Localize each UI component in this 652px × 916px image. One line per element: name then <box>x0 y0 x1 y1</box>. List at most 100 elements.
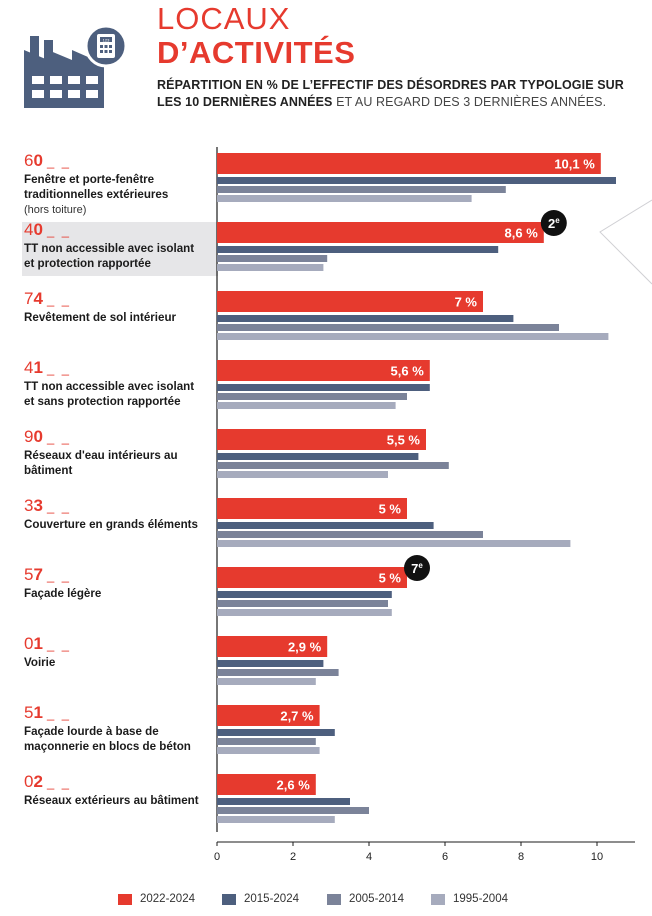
category-code-bold: 0 <box>33 151 43 170</box>
category-code: 74 _ _ <box>24 290 71 309</box>
highlight-background <box>22 222 218 276</box>
category-code-dashes: _ _ <box>46 568 72 583</box>
legend-swatch <box>222 893 236 905</box>
bar-2022-2024 <box>217 636 328 657</box>
bar-2015-2024 <box>217 453 419 460</box>
category-code-dashes: _ _ <box>46 223 72 238</box>
subtitle-bold-part: RÉPARTITION EN % DE L’EFFECTIF DES DÉSOR… <box>157 78 624 109</box>
x-tick-label: 8 <box>518 851 524 863</box>
category-code-prefix: 7 <box>24 289 34 308</box>
bar-2022-2024 <box>217 567 407 588</box>
bar-2005-2014 <box>217 186 506 193</box>
category-code-dashes: _ _ <box>46 637 72 652</box>
bar-2005-2014 <box>217 669 339 676</box>
bar-2022-2024 <box>217 291 483 312</box>
category-label: Façade lourde à base de maçonnerie en bl… <box>24 725 191 753</box>
bar-2015-2024 <box>217 591 392 598</box>
category-code-prefix: 9 <box>24 427 34 446</box>
bar-2022-2024 <box>217 153 601 174</box>
bar-2005-2014 <box>217 255 328 262</box>
category-code-prefix: 0 <box>24 634 34 653</box>
category-code-prefix: 5 <box>24 565 34 584</box>
bar-1995-2004 <box>217 402 396 409</box>
rank-badge <box>540 210 567 236</box>
category-label: Réseaux d'eau intérieurs au bâtiment <box>24 449 178 477</box>
category-code-bold: 3 <box>33 496 43 515</box>
bar-2005-2014 <box>217 600 388 607</box>
bar-2015-2024 <box>217 729 335 736</box>
category-code: 33 _ _ <box>24 497 71 516</box>
bar-1995-2004 <box>217 195 472 202</box>
bar-2015-2024 <box>217 798 350 805</box>
x-tick-label: 4 <box>366 851 372 863</box>
bar-1995-2004 <box>217 609 392 616</box>
bar-2005-2014 <box>217 393 407 400</box>
data-label: 8,6 % <box>505 226 539 241</box>
rank-badge <box>404 555 430 581</box>
category-code-bold: 1 <box>33 634 43 653</box>
legend-swatch <box>327 893 341 905</box>
category-label: TT non accessible avec isolant et protec… <box>24 242 195 270</box>
bar-2022-2024 <box>217 498 407 519</box>
data-label: 2,7 % <box>280 709 314 724</box>
legend-swatch <box>431 893 445 905</box>
bar-2015-2024 <box>217 246 499 253</box>
data-label: 5,6 % <box>391 364 425 379</box>
data-label: 5,5 % <box>387 433 421 448</box>
data-label: 5 % <box>379 502 402 517</box>
bar-2015-2024 <box>217 384 430 391</box>
bar-2022-2024 <box>217 360 430 381</box>
x-tick-label: 0 <box>214 851 220 863</box>
category-code: 02 _ _ <box>24 773 71 792</box>
category-code-bold: 0 <box>33 427 43 446</box>
data-label: 2,6 % <box>277 778 311 793</box>
category-code-dashes: _ _ <box>46 154 72 169</box>
bar-2005-2014 <box>217 531 483 538</box>
category-code-dashes: _ _ <box>46 361 72 376</box>
factory-calculator-icon: 123 <box>24 24 128 108</box>
x-tick-label: 6 <box>442 851 448 863</box>
bar-2022-2024 <box>217 222 544 243</box>
calculator-display-text: 123 <box>103 38 110 43</box>
data-label: 7 % <box>455 295 478 310</box>
bar-1995-2004 <box>217 747 320 754</box>
page-title-line2: D’ACTIVITÉS <box>157 35 356 70</box>
data-label: 5 % <box>379 571 402 586</box>
category-code-bold: 0 <box>33 220 43 239</box>
legend-label: 2015-2024 <box>244 893 299 905</box>
category-code-dashes: _ _ <box>46 706 72 721</box>
category-code: 60 _ _ <box>24 152 71 171</box>
category-code-dashes: _ _ <box>46 775 72 790</box>
category-code-dashes: _ _ <box>46 292 72 307</box>
category-code-prefix: 4 <box>24 358 34 377</box>
category-code-bold: 2 <box>33 772 43 791</box>
bar-2015-2024 <box>217 522 434 529</box>
bar-1995-2004 <box>217 678 316 685</box>
category-code-prefix: 3 <box>24 496 34 515</box>
category-code-prefix: 0 <box>24 772 34 791</box>
bar-2015-2024 <box>217 315 514 322</box>
legend-item: 2005-2014 <box>327 893 404 905</box>
decorative-arrow <box>599 199 652 285</box>
bar-2005-2014 <box>217 324 559 331</box>
x-tick-label: 10 <box>591 851 603 863</box>
category-code-bold: 7 <box>33 565 43 584</box>
category-code-prefix: 5 <box>24 703 34 722</box>
bar-2015-2024 <box>217 660 324 667</box>
category-label: Voirie <box>24 656 56 669</box>
category-code: 41 _ _ <box>24 359 71 378</box>
bar-1995-2004 <box>217 471 388 478</box>
legend-item: 2022-2024 <box>118 893 195 905</box>
category-label: Couverture en grands éléments <box>24 518 198 531</box>
category-code-dashes: _ _ <box>46 499 72 514</box>
category-code: 40 _ _ <box>24 221 71 240</box>
category-code: 57 _ _ <box>24 566 71 585</box>
category-label: TT non accessible avec isolant et sans p… <box>24 380 195 408</box>
category-code-bold: 4 <box>33 289 43 308</box>
bar-2005-2014 <box>217 738 316 745</box>
legend-item: 1995-2004 <box>431 893 508 905</box>
bar-2015-2024 <box>217 177 616 184</box>
data-label: 10,1 % <box>554 157 595 172</box>
bar-1995-2004 <box>217 540 571 547</box>
